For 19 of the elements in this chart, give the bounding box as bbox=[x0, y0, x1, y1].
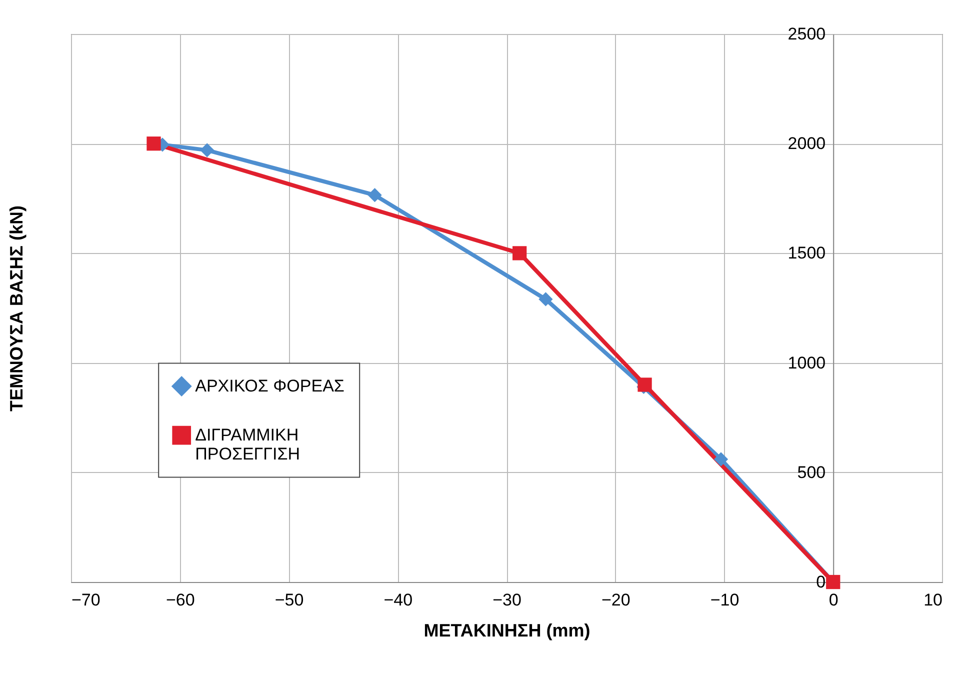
y-tick-label: 2500 bbox=[788, 24, 826, 44]
x-tick-label: 10 bbox=[924, 590, 942, 610]
y-tick-label: 1500 bbox=[788, 244, 826, 263]
x-tick-label: −60 bbox=[166, 590, 195, 610]
x-tick-label: 0 bbox=[828, 590, 838, 610]
x-axis-title: ΜΕΤΑΚΙΝΗΣΗ (mm) bbox=[424, 620, 590, 640]
legend-label: ΑΡΧΙΚΟΣ ΦΟΡΕΑΣ bbox=[195, 376, 344, 396]
y-tick-label: 0 bbox=[816, 572, 826, 592]
x-tick-label: −10 bbox=[710, 590, 740, 610]
y-axis-title: ΤΕΜΝΟΥΣΑ ΒΑΣΗΣ (kN) bbox=[6, 206, 26, 412]
x-tick-label: −40 bbox=[384, 590, 413, 610]
y-tick-label: 1000 bbox=[788, 353, 826, 372]
y-tick-label: 500 bbox=[797, 462, 826, 482]
x-tick-label: −30 bbox=[492, 590, 522, 610]
x-tick-label: −70 bbox=[72, 590, 100, 610]
legend-label: ΔΙΓΡΑΜΜΙΚΗ ΠΡΟΣΕΓΓΙΣΗ bbox=[195, 425, 300, 464]
x-tick-label: −50 bbox=[274, 590, 304, 610]
x-tick-label: −20 bbox=[601, 590, 630, 610]
y-tick-label: 2000 bbox=[788, 134, 826, 154]
